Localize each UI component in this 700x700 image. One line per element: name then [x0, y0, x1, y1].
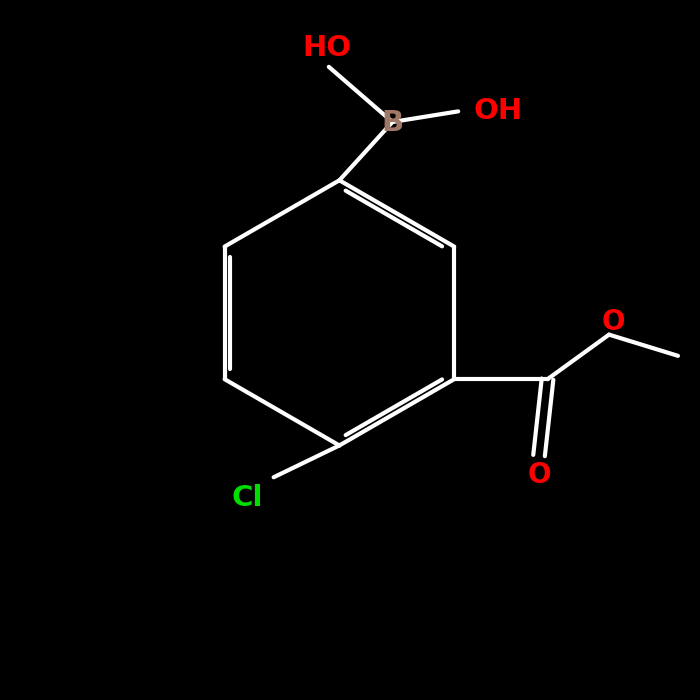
Text: B: B	[382, 109, 403, 137]
Text: HO: HO	[302, 34, 351, 62]
Text: O: O	[601, 308, 625, 336]
Text: O: O	[527, 461, 551, 489]
Text: Cl: Cl	[232, 484, 263, 512]
Text: OH: OH	[473, 97, 522, 125]
